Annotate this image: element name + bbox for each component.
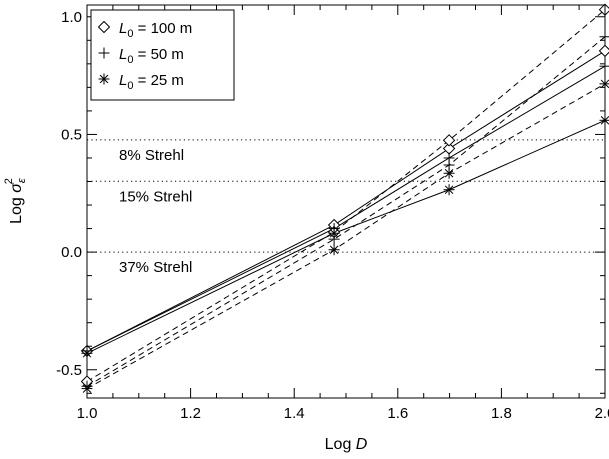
legend-label-0: L0 = 100 m xyxy=(119,20,192,40)
series-0-dashed-point-2 xyxy=(442,134,456,147)
y-tick-label-2: 0.5 xyxy=(61,126,82,143)
series-2-solid-point-0-d2 xyxy=(82,349,92,358)
series-2-solid-point-3-d2 xyxy=(600,116,609,125)
series-2-solid-point-2-d2 xyxy=(444,185,454,194)
y-tick-label-1: 0.0 xyxy=(61,244,82,261)
y-tick-label-0: -0.5 xyxy=(56,362,82,379)
strehl-label-1: 15% Strehl xyxy=(119,188,192,205)
legend-marker-1 xyxy=(98,47,110,59)
data-markers xyxy=(80,3,609,395)
legend-box xyxy=(90,9,235,101)
y-axis-title-sup: 2 xyxy=(3,178,15,184)
legend-marker-0 xyxy=(97,20,111,34)
series-2-solid-point-0 xyxy=(81,347,93,359)
series-0-dashed-point-2-shape xyxy=(442,134,456,147)
legend-marker-0-shape xyxy=(97,20,111,34)
y-axis-title-var: σ xyxy=(8,182,25,193)
x-tick-label-4: 1.8 xyxy=(491,405,512,422)
series-0-solid-point-3 xyxy=(598,44,609,58)
series-2-solid-point-1-d2 xyxy=(329,229,339,238)
axis-tick-labels: 1.0 1.2 1.4 1.6 1.8 2.0 -0.5 0.0 0.5 1.0 xyxy=(56,9,609,422)
series-2-solid-point-2 xyxy=(443,184,455,196)
series-2-dashed-point-2-d2 xyxy=(444,169,454,178)
series-2-dashed-point-2 xyxy=(443,167,455,179)
x-tick-label-1: 1.2 xyxy=(180,405,201,422)
series-2-solid-point-1 xyxy=(328,227,340,239)
series-1-dashed-line xyxy=(86,36,606,387)
legend-marker-2-d2 xyxy=(99,74,109,84)
x-axis-title-var: D xyxy=(356,436,368,453)
series-2-solid-point-3 xyxy=(599,114,609,126)
series-1-solid-point-3 xyxy=(599,60,609,72)
series-1-solid-line xyxy=(86,65,606,352)
legend-marker-2 xyxy=(98,73,110,85)
x-axis-title: Log D xyxy=(325,436,368,453)
y-axis-title-prefix: Log xyxy=(8,193,25,224)
y-axis-title: Log σε2 xyxy=(3,178,28,224)
legend: L0 = 100 m L0 = 50 m L0 = 25 m xyxy=(90,9,235,101)
x-tick-label-0: 1.0 xyxy=(77,405,98,422)
y-axis-title-sub: ε xyxy=(16,178,28,183)
strehl-label-2: 37% Strehl xyxy=(119,259,192,276)
series-0-solid-point-3-shape xyxy=(598,44,609,58)
legend-label-1: L0 = 50 m xyxy=(119,46,184,66)
x-axis-title-prefix: Log xyxy=(325,436,356,453)
x-tick-label-2: 1.4 xyxy=(284,405,305,422)
axis-ticks xyxy=(86,5,606,398)
legend-label-2: L0 = 25 m xyxy=(119,72,184,92)
series-0-dashed-line xyxy=(86,9,606,382)
x-tick-label-5: 2.0 xyxy=(595,405,609,422)
x-tick-label-3: 1.6 xyxy=(387,405,408,422)
series-2-dashed-point-1-d2 xyxy=(329,245,339,254)
series-2-dashed-point-3-d2 xyxy=(600,79,609,89)
series-2-dashed-line xyxy=(86,83,606,390)
series-lines xyxy=(86,9,606,390)
reference-lines: 8% Strehl 15% Strehl 37% Strehl xyxy=(87,139,605,276)
y-tick-label-3: 1.0 xyxy=(61,9,82,26)
strehl-label-0: 8% Strehl xyxy=(119,147,184,164)
series-2-dashed-point-1 xyxy=(328,244,340,256)
